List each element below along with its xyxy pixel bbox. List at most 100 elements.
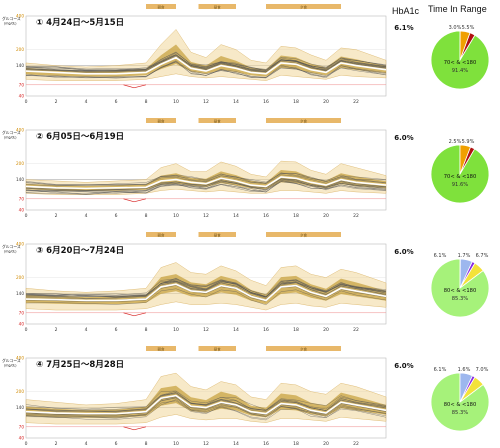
- pie-small-label: 5.5%: [462, 25, 475, 31]
- x-tick-label: 20: [323, 99, 329, 105]
- x-tick-label: 4: [85, 441, 88, 447]
- y-axis-unit: (mg/dL): [4, 22, 17, 26]
- x-tick-label: 2: [55, 327, 58, 333]
- pie-center-value: 85.3%: [452, 296, 469, 302]
- daily-trace: [25, 396, 387, 416]
- x-tick-label: 18: [293, 213, 299, 219]
- y-axis-label: グルコース: [2, 16, 21, 21]
- x-tick-label: 6: [115, 213, 118, 219]
- x-tick-label: 10: [173, 327, 179, 333]
- x-tick-label: 12: [203, 441, 209, 447]
- meal-band: [146, 118, 176, 123]
- y-tick-label: 70: [19, 196, 25, 201]
- median-line: [25, 394, 387, 415]
- meal-band-label: 昼食: [214, 118, 221, 123]
- daily-trace: [25, 51, 387, 71]
- median-line: [25, 56, 387, 75]
- panel-title: ② 6月05日～6月19日: [36, 132, 124, 142]
- pie-center-label: 80< & <180: [444, 288, 477, 294]
- daily-trace: [25, 278, 387, 298]
- x-tick-label: 12: [203, 327, 209, 333]
- daily-trace: [25, 178, 387, 192]
- y-tick-label: 70: [19, 310, 25, 315]
- x-tick-label: 6: [115, 99, 118, 105]
- meal-band-label: 夕食: [300, 4, 308, 9]
- pie-center-label: 70< & <180: [444, 174, 477, 180]
- daily-trace: [25, 52, 387, 71]
- x-tick-label: 8: [145, 327, 148, 333]
- meal-band: [146, 4, 176, 9]
- panel-title: ④ 7月25日～8月28日: [36, 360, 124, 370]
- x-tick-label: 12: [203, 99, 209, 105]
- y-tick-label: 400: [16, 242, 24, 247]
- daily-trace: [25, 399, 387, 421]
- y-tick-label: 400: [16, 356, 24, 361]
- y-axis-unit: (mg/dL): [4, 136, 17, 140]
- meal-band: [146, 232, 176, 237]
- x-tick-label: 6: [115, 327, 118, 333]
- pie-small-label: 6.1%: [434, 253, 447, 259]
- y-tick-label: 400: [16, 14, 24, 19]
- x-tick-label: 14: [233, 327, 239, 333]
- y-tick-label: 200: [16, 389, 24, 394]
- y-tick-label: 200: [16, 275, 24, 280]
- y-axis-label: グルコース: [2, 244, 21, 249]
- pie-slice: [459, 258, 473, 289]
- y-axis-unit: (mg/dL): [4, 250, 17, 254]
- meal-band: [266, 232, 341, 237]
- x-tick-label: 6: [115, 441, 118, 447]
- y-axis-unit: (mg/dL): [4, 364, 17, 368]
- median-line: [25, 283, 387, 302]
- x-tick-label: 2: [55, 213, 58, 219]
- y-tick-label: 70: [19, 424, 25, 429]
- x-tick-label: 20: [323, 441, 329, 447]
- daily-trace: [25, 281, 387, 299]
- y-tick-label: 200: [16, 47, 24, 52]
- tir-header: Time In Range: [428, 4, 487, 14]
- low-excursion: [123, 426, 147, 431]
- daily-trace: [25, 173, 387, 186]
- low-excursion: [123, 198, 147, 203]
- x-tick-label: 2: [55, 441, 58, 447]
- pie-center-label: 70< & <180: [444, 60, 477, 66]
- pie-small-label: 1.7%: [458, 253, 471, 259]
- y-tick-label: 70: [19, 82, 25, 87]
- pie-slice: [459, 372, 473, 403]
- daily-trace: [25, 181, 387, 194]
- x-tick-label: 22: [353, 213, 359, 219]
- meal-band: [146, 346, 176, 351]
- y-axis-label: グルコース: [2, 130, 21, 135]
- pie-small-label: 5.9%: [462, 139, 475, 145]
- low-excursion: [123, 84, 147, 89]
- panel-title: ③ 6月20日～7月24日: [36, 246, 124, 256]
- x-tick-label: 0: [25, 441, 28, 447]
- meal-band: [198, 232, 236, 237]
- y-tick-label: 400: [16, 128, 24, 133]
- low-excursion: [123, 312, 147, 317]
- meal-band-label: 夕食: [300, 118, 308, 123]
- meal-band: [266, 118, 341, 123]
- pie-slice: [430, 372, 490, 432]
- hba1c-value: 6.0%: [394, 362, 413, 370]
- x-tick-label: 16: [263, 213, 269, 219]
- x-tick-label: 2: [55, 99, 58, 105]
- y-tick-label: 200: [16, 161, 24, 166]
- pie-slice: [430, 258, 490, 318]
- pie-center-value: 91.6%: [452, 182, 469, 188]
- median-line: [25, 176, 387, 190]
- daily-trace: [25, 174, 387, 187]
- meal-band-label: 朝食: [158, 346, 165, 351]
- daily-trace: [25, 390, 387, 411]
- y-axis-label: グルコース: [2, 358, 21, 363]
- hba1c-value: 6.0%: [394, 248, 413, 256]
- daily-trace: [25, 288, 387, 306]
- pie-slice: [459, 30, 471, 61]
- y-tick-label: 140: [16, 291, 24, 296]
- x-tick-label: 20: [323, 327, 329, 333]
- x-tick-label: 18: [293, 441, 299, 447]
- meal-band: [198, 346, 236, 351]
- meal-band-label: 昼食: [214, 232, 221, 237]
- pie-center-label: 80< & <180: [444, 402, 477, 408]
- x-tick-label: 10: [173, 441, 179, 447]
